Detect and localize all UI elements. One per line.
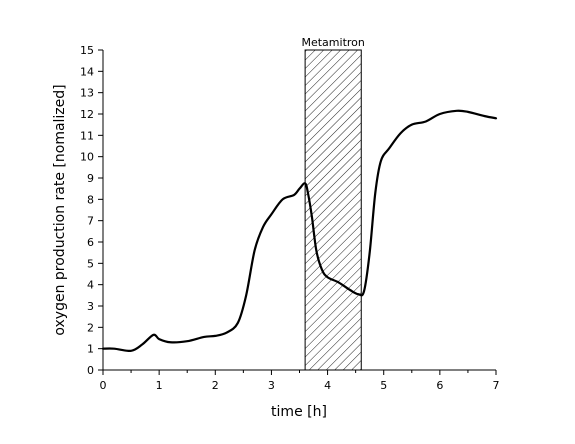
y-axis-title: oxygen production rate [nomalized] — [52, 84, 68, 335]
series-line-0 — [101, 109, 498, 353]
y-tick-label: 9 — [87, 172, 94, 185]
y-tick-label: 5 — [87, 257, 94, 270]
x-tick-label: 2 — [212, 379, 219, 392]
y-tick-label: 7 — [87, 215, 94, 228]
region-label-0: Metamitron — [301, 36, 364, 49]
y-tick-label: 13 — [80, 87, 94, 100]
x-tick-label: 4 — [324, 379, 331, 392]
y-tick-label: 1 — [87, 343, 94, 356]
x-ticks: 0 1 2 3 4 5 6 7 — [100, 370, 500, 392]
x-tick-label: 1 — [156, 379, 163, 392]
y-tick-label: 11 — [80, 129, 94, 142]
y-tick-label: 15 — [80, 44, 94, 57]
x-tick-label: 5 — [380, 379, 387, 392]
y-tick-label: 2 — [87, 321, 94, 334]
annotation-layer: Metamitron — [301, 36, 365, 371]
x-tick-label: 3 — [268, 379, 275, 392]
y-tick-label: 0 — [87, 364, 94, 377]
x-tick-label: 6 — [436, 379, 443, 392]
y-tick-label: 10 — [80, 151, 94, 164]
x-tick-label: 7 — [493, 379, 500, 392]
y-tick-label: 3 — [87, 300, 94, 313]
y-tick-label: 8 — [87, 193, 94, 206]
y-tick-label: 6 — [87, 236, 94, 249]
series-layer — [101, 109, 498, 353]
y-tick-label: 4 — [87, 279, 94, 292]
x-tick-label: 0 — [100, 379, 107, 392]
plot-axes — [102, 50, 496, 371]
y-tick-label: 12 — [80, 108, 94, 121]
y-tick-label: 14 — [80, 65, 94, 78]
x-axis-title: time [h] — [271, 404, 327, 420]
shaded-region-0 — [304, 49, 362, 371]
